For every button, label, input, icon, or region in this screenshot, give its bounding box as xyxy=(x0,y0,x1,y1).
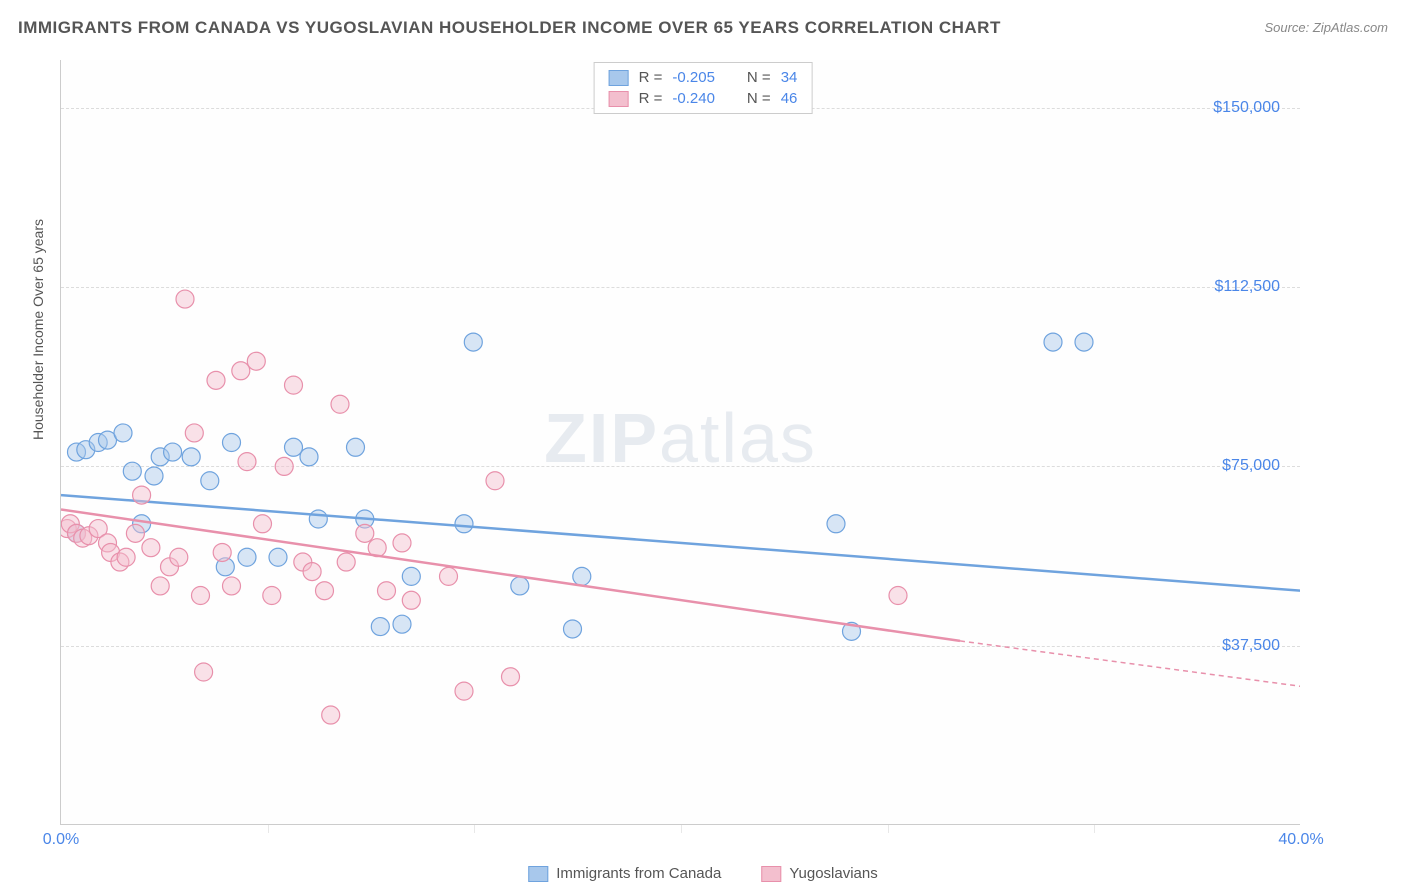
legend-swatch xyxy=(528,866,548,882)
x-minor-tick xyxy=(888,825,889,833)
data-point xyxy=(247,352,265,370)
legend-swatch xyxy=(609,91,629,107)
source-label: Source: ZipAtlas.com xyxy=(1264,20,1388,35)
data-point xyxy=(223,434,241,452)
data-point xyxy=(142,539,160,557)
data-point xyxy=(455,515,473,533)
data-point xyxy=(185,424,203,442)
data-point xyxy=(207,371,225,389)
data-point xyxy=(331,395,349,413)
data-point xyxy=(393,534,411,552)
legend-r-value: -0.205 xyxy=(672,69,715,86)
legend-swatch xyxy=(761,866,781,882)
legend-n-value: 34 xyxy=(781,69,798,86)
data-point xyxy=(123,462,141,480)
legend-series-item: Immigrants from Canada xyxy=(528,865,721,882)
x-tick-label: 0.0% xyxy=(43,831,79,849)
x-minor-tick xyxy=(474,825,475,833)
chart-title: IMMIGRANTS FROM CANADA VS YUGOSLAVIAN HO… xyxy=(18,18,1001,38)
data-point xyxy=(170,548,188,566)
data-point xyxy=(889,587,907,605)
data-point xyxy=(393,615,411,633)
data-point xyxy=(322,706,340,724)
legend-n-label: N = xyxy=(747,90,771,107)
data-point xyxy=(1075,333,1093,351)
data-point xyxy=(145,467,163,485)
data-point xyxy=(827,515,845,533)
data-point xyxy=(263,587,281,605)
data-point xyxy=(201,472,219,490)
data-point xyxy=(440,567,458,585)
legend-r-label: R = xyxy=(639,90,663,107)
data-point xyxy=(182,448,200,466)
legend-series-label: Immigrants from Canada xyxy=(556,865,721,882)
x-minor-tick xyxy=(681,825,682,833)
data-point xyxy=(195,663,213,681)
data-point xyxy=(402,591,420,609)
data-point xyxy=(192,587,210,605)
data-point xyxy=(464,333,482,351)
legend-series: Immigrants from Canada Yugoslavians xyxy=(528,865,877,882)
legend-correlation-row: R = -0.205 N = 34 xyxy=(609,67,798,88)
data-point xyxy=(117,548,135,566)
data-point xyxy=(347,438,365,456)
legend-correlation-row: R = -0.240 N = 46 xyxy=(609,88,798,109)
data-point xyxy=(126,524,144,542)
data-point xyxy=(133,486,151,504)
data-point xyxy=(316,582,334,600)
data-point xyxy=(455,682,473,700)
x-tick-label: 40.0% xyxy=(1278,831,1323,849)
y-axis-label: Householder Income Over 65 years xyxy=(30,219,46,440)
legend-correlation: R = -0.205 N = 34 R = -0.240 N = 46 xyxy=(594,62,813,114)
data-point xyxy=(573,567,591,585)
data-point xyxy=(402,567,420,585)
data-point xyxy=(232,362,250,380)
data-point xyxy=(378,582,396,600)
legend-n-value: 46 xyxy=(781,90,798,107)
data-point xyxy=(564,620,582,638)
data-point xyxy=(238,453,256,471)
legend-n-label: N = xyxy=(747,69,771,86)
data-point xyxy=(309,510,327,528)
plot-svg xyxy=(61,60,1300,824)
data-point xyxy=(486,472,504,490)
legend-series-label: Yugoslavians xyxy=(789,865,877,882)
data-point xyxy=(275,457,293,475)
data-point xyxy=(213,543,231,561)
data-point xyxy=(285,376,303,394)
data-point xyxy=(356,524,374,542)
data-point xyxy=(223,577,241,595)
data-point xyxy=(337,553,355,571)
data-point xyxy=(238,548,256,566)
data-point xyxy=(511,577,529,595)
trend-line xyxy=(61,495,1300,591)
legend-r-label: R = xyxy=(639,69,663,86)
data-point xyxy=(1044,333,1062,351)
data-point xyxy=(502,668,520,686)
data-point xyxy=(151,577,169,595)
data-point xyxy=(300,448,318,466)
data-point xyxy=(114,424,132,442)
data-point xyxy=(176,290,194,308)
legend-r-value: -0.240 xyxy=(672,90,715,107)
data-point xyxy=(303,563,321,581)
data-point xyxy=(269,548,287,566)
trend-line-extrapolated xyxy=(960,641,1300,686)
x-minor-tick xyxy=(1094,825,1095,833)
plot-area: ZIPatlas $37,500$75,000$112,500$150,0000… xyxy=(60,60,1300,825)
data-point xyxy=(371,618,389,636)
data-point xyxy=(285,438,303,456)
correlation-chart: IMMIGRANTS FROM CANADA VS YUGOSLAVIAN HO… xyxy=(0,0,1406,892)
legend-swatch xyxy=(609,70,629,86)
data-point xyxy=(164,443,182,461)
x-minor-tick xyxy=(268,825,269,833)
legend-series-item: Yugoslavians xyxy=(761,865,877,882)
data-point xyxy=(254,515,272,533)
